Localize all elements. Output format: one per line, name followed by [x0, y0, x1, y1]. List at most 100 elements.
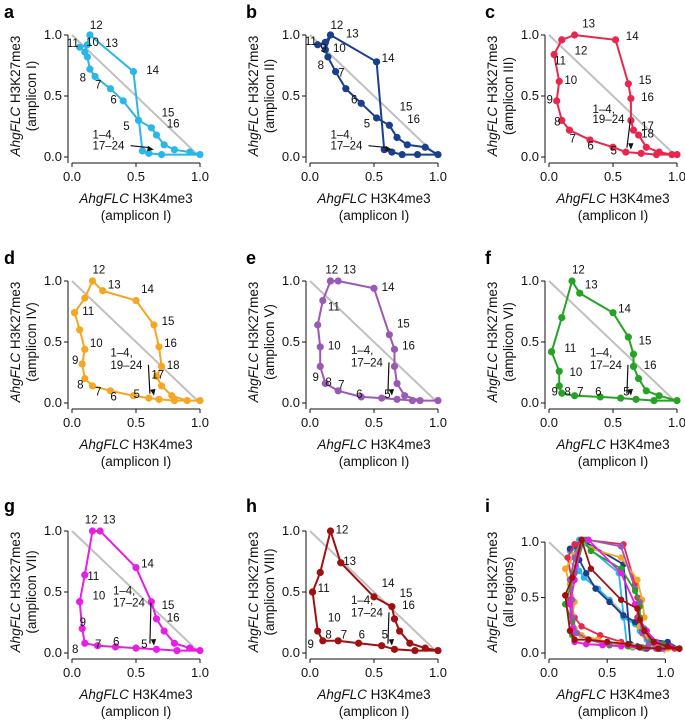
annotation-arrow [387, 612, 390, 644]
data-point [96, 527, 104, 535]
arrow-head-icon [628, 143, 634, 150]
x-tick-label: 1.0 [191, 665, 209, 680]
x-tick-label: 1.0 [429, 415, 447, 430]
y-tick-label: 0.5 [282, 584, 300, 599]
data-point [196, 646, 204, 655]
point-annotation: 14 [626, 31, 639, 43]
panel-label: b [246, 2, 257, 22]
point-annotation: 12 [85, 515, 98, 527]
point-annotation: 15 [639, 75, 652, 87]
point-annotation: 16 [164, 338, 177, 350]
data-point [370, 284, 378, 292]
x-tick-label: 0.5 [365, 665, 383, 680]
data-point [620, 612, 627, 619]
data-point [650, 638, 657, 646]
data-point [76, 43, 84, 51]
point-annotation: 15 [162, 316, 175, 328]
data-point [170, 639, 178, 647]
point-annotation: 9 [320, 43, 326, 55]
x-axis-region: (amplicon I) [578, 208, 649, 223]
data-point [636, 616, 643, 623]
point-annotation: 13 [103, 515, 116, 527]
y-tick-label: 0.0 [521, 149, 539, 164]
series-line [550, 278, 678, 402]
data-point [94, 642, 102, 650]
point-annotation: 14 [141, 284, 154, 296]
point-annotation: 10 [564, 75, 577, 87]
y-tick-label: 1.0 [521, 534, 539, 549]
data-point [553, 97, 561, 105]
data-point [76, 598, 84, 606]
data-point [569, 574, 576, 581]
data-point [170, 146, 178, 154]
data-point [611, 36, 620, 44]
y-axis-label: AhgFLC H3K27me3 [246, 532, 261, 654]
x-tick-label: 0.5 [127, 665, 145, 680]
data-point [650, 396, 658, 405]
point-annotation: 10 [328, 340, 341, 352]
y-axis-region: (amplicon I) [24, 61, 39, 132]
point-annotation: 7 [569, 133, 575, 145]
data-point [586, 136, 594, 144]
data-point [150, 321, 158, 329]
point-annotation: 11 [87, 571, 99, 583]
y-tick-label: 0.5 [44, 334, 62, 349]
data-point [158, 362, 166, 370]
point-annotation: 10 [333, 43, 346, 55]
data-point [629, 350, 638, 358]
data-point [398, 150, 406, 159]
y-axis-region: (amplicon III) [501, 57, 516, 135]
data-point [334, 637, 342, 645]
point-annotation: 14 [618, 304, 631, 316]
data-point [629, 126, 638, 134]
data-point [129, 68, 138, 76]
data-point [378, 642, 386, 650]
data-point [91, 72, 99, 81]
point-annotation: 1–4, [351, 595, 373, 607]
data-point [547, 348, 556, 356]
annotation-arrow [147, 364, 151, 394]
data-point [88, 527, 97, 535]
x-axis-label: AhgFLC H3K4me3 [316, 687, 430, 702]
diagonal-line [309, 530, 439, 654]
data-point [334, 277, 342, 285]
data-point [308, 588, 317, 596]
data-point [99, 287, 107, 295]
point-annotation: 15 [397, 318, 410, 330]
point-annotation: 5 [610, 146, 616, 158]
diagonal-line [71, 530, 201, 654]
arrow-head-icon [627, 389, 634, 396]
point-annotation: 10 [90, 338, 103, 350]
y-axis-region: (amplicon IV) [24, 302, 39, 382]
y-axis-label: AhgFLC H3K27me3 [485, 282, 500, 404]
point-annotation: 7 [341, 629, 347, 641]
data-point [583, 569, 590, 577]
data-point [385, 331, 393, 339]
x-tick-label: 1.0 [668, 415, 685, 430]
data-point [596, 393, 604, 401]
data-point [655, 645, 662, 652]
y-axis-region: (all regions) [501, 557, 516, 628]
data-point [617, 394, 625, 402]
y-axis-region: (amplicon V) [262, 304, 277, 380]
data-point [617, 643, 625, 650]
point-annotation: 5 [382, 629, 388, 641]
data-point [396, 627, 404, 635]
data-point [571, 31, 579, 39]
y-axis-region: (amplicon VI) [501, 302, 516, 382]
x-axis-label: AhgFLC H3K4me3 [316, 437, 430, 452]
point-annotation: 14 [382, 578, 395, 590]
data-point [196, 150, 204, 159]
data-point [378, 394, 386, 402]
data-point [624, 333, 632, 341]
data-point [603, 638, 611, 646]
data-point [566, 627, 574, 635]
data-point [393, 133, 401, 142]
data-point [564, 554, 571, 561]
panel-label: a [4, 2, 15, 22]
point-annotation: 6 [110, 94, 116, 106]
y-tick-label: 0.5 [44, 584, 62, 599]
data-point [587, 565, 595, 572]
